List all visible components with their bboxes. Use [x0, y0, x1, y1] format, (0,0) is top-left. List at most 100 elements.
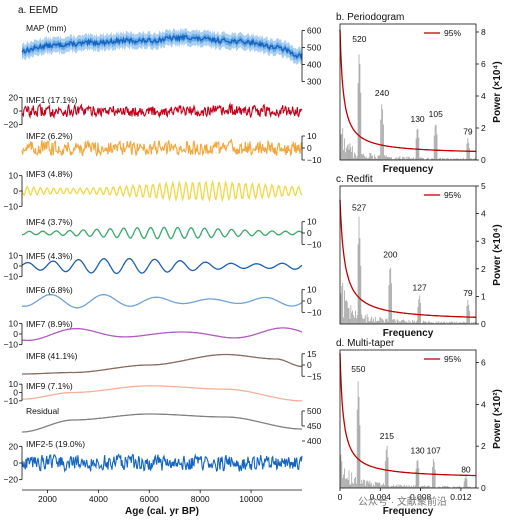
panel-title: d. Multi-taper [336, 338, 395, 349]
spectrum-bar [431, 322, 432, 324]
y-tick-label: 4 [481, 91, 486, 101]
imf-tick-label: 10 [307, 285, 317, 295]
spectrum-bar [361, 154, 363, 160]
spectrum-bar [428, 320, 430, 324]
imf-tick-label: 10 [307, 217, 317, 227]
spectrum-bar [361, 479, 363, 488]
spectrum-bar [408, 484, 410, 488]
spectrum-bar [438, 158, 440, 160]
spectrum-bar [428, 158, 430, 160]
spectrum-bar [359, 238, 361, 324]
spectrum-bar [421, 323, 422, 324]
spectrum-bar [416, 461, 418, 488]
spectrum-bar [402, 486, 403, 488]
spectrum-bar [388, 285, 390, 324]
imf-tick-label: −10 [4, 396, 19, 406]
spectrum-bar [432, 158, 434, 160]
spectrum-bar [456, 321, 458, 324]
spectrum-bar [341, 286, 343, 324]
y-tick-label: 0 [481, 319, 486, 329]
imf-tick-label: 0 [13, 186, 18, 196]
peak-label: 107 [427, 446, 441, 456]
spectrum-bar [420, 486, 422, 488]
spectrum-bar [420, 302, 422, 324]
y-tick-label: 2 [481, 441, 486, 451]
spectrum-bar [374, 481, 376, 488]
spectrum-bar [425, 321, 427, 324]
spectrum-bar [450, 158, 452, 160]
spectrum-bar [433, 461, 435, 488]
spectrum-bar [361, 314, 363, 324]
spectrum-bar [457, 158, 459, 160]
spectrum-bar [402, 157, 403, 160]
spectrum-bar [426, 486, 428, 488]
spectrum-bar [422, 322, 423, 324]
spectrum-bar [469, 486, 471, 488]
spectrum-bar [442, 486, 444, 488]
spectrum-bar [383, 124, 384, 160]
spectrum-bar [413, 486, 415, 488]
imf-label: IMF3 (4.8%) [26, 169, 73, 179]
spectrum-bar [351, 152, 353, 160]
spectrum-bar [355, 483, 357, 488]
spectrum-bar [451, 321, 452, 324]
spectrum-bar [444, 322, 446, 324]
spectrum-bar [354, 478, 355, 488]
spectrum-bar [446, 486, 448, 488]
spectrum-bar [467, 486, 469, 488]
spectrum-bar [435, 124, 437, 160]
spectrum-bar [368, 157, 370, 160]
spectrum-bar [345, 300, 346, 324]
spectrum-bar [394, 320, 396, 324]
x-tick-label: 0.008 [410, 492, 432, 502]
spectrum-bar [462, 321, 464, 324]
spectrum-bar [371, 482, 373, 488]
spectrum-bar [463, 321, 465, 324]
spectrum-bar [412, 486, 413, 488]
spectrum-bar [372, 486, 374, 488]
spectrum-bar [355, 318, 357, 324]
imf-tick-label: 500 [307, 43, 321, 53]
spectrum-bar [363, 479, 364, 488]
imf-tick-label: 450 [307, 421, 321, 431]
imf-series-line [21, 257, 303, 275]
spectrum-bar [407, 322, 409, 324]
spectrum-bar [446, 321, 448, 324]
spectrum-bar [467, 138, 469, 160]
imf-tick-label: −15 [307, 371, 322, 381]
spectrum-bar [448, 322, 450, 324]
spectrum-bar [405, 321, 407, 324]
spectrum-bar [449, 321, 451, 324]
spectrum-bar [364, 157, 366, 160]
peak-label: 130 [410, 446, 424, 456]
spectrum-bar [359, 64, 361, 160]
spectrum-bar [343, 149, 345, 160]
spectrum-bar [403, 319, 404, 324]
spectrum-bar [441, 321, 442, 324]
spectrum-bar [345, 478, 346, 488]
spectrum-bar [345, 478, 347, 488]
spectrum-bar [413, 485, 414, 488]
spectrum-bar [346, 145, 348, 160]
spectrum-bar [434, 469, 436, 488]
y-axis-title: Power (×10⁴) [492, 224, 503, 285]
y-tick-label: 4 [481, 399, 486, 409]
spectrum-bar [378, 156, 380, 160]
spectrum-bar [392, 486, 393, 488]
spectrum-bar [454, 158, 456, 160]
x-axis-title: Frequency [383, 328, 434, 339]
spectrum-bar [378, 482, 380, 488]
spectrum-bar [406, 322, 408, 324]
spectrum-bar [353, 483, 354, 488]
spectrum-bar [351, 472, 353, 488]
spectrum-bar [421, 157, 422, 160]
spectrum-bar [364, 156, 365, 160]
spectrum-bar [370, 153, 372, 160]
spectrum-bar [371, 316, 373, 324]
spectrum-bar [357, 244, 359, 324]
spectrum-bar [463, 481, 465, 488]
spectrum-bar [345, 152, 346, 160]
spectrum-bar [472, 158, 474, 160]
spectrum-bar [375, 321, 377, 324]
spectrum-bar [427, 157, 429, 160]
